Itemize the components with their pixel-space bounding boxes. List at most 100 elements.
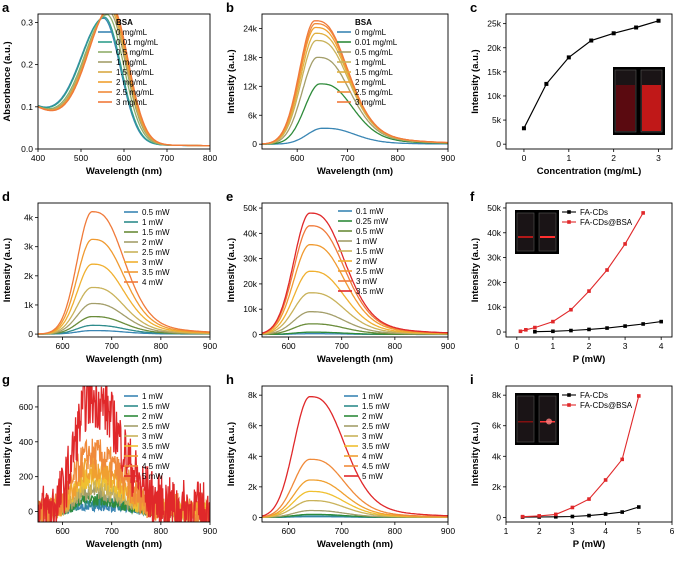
data-point (605, 326, 609, 330)
axes-frame (261, 385, 449, 523)
legend-entry: 3 mW (142, 432, 163, 441)
x-tick-label: 6 (670, 526, 675, 536)
y-tick-label: 6k (492, 421, 502, 431)
legend-entry: 2 mW (142, 238, 163, 247)
legend-entry: 0.5 mW (356, 227, 384, 236)
x-tick-label: 3 (656, 153, 661, 163)
data-point (566, 55, 571, 60)
y-tick-label: 200 (19, 472, 33, 482)
series-line-0-mg-ml (262, 127, 448, 145)
legend-marker (567, 393, 571, 397)
legend-entry: 0 mg/mL (355, 28, 387, 37)
panel-label-e: e (226, 189, 233, 204)
y-tick-label: 15k (487, 67, 501, 77)
axes-frame (261, 13, 449, 150)
x-tick-label: 700 (335, 526, 349, 536)
axes-frame (37, 385, 211, 523)
x-axis-label: Wavelength (nm) (317, 354, 393, 365)
x-axis-label: Wavelength (nm) (86, 539, 162, 550)
legend-entry: 3.5 mW (142, 442, 170, 451)
x-axis-label: Wavelength (nm) (317, 539, 393, 550)
series-line-2-mw (262, 270, 448, 335)
legend-entry: 1 mW (356, 237, 377, 246)
legend-entry: 3.5 mW (362, 442, 390, 451)
legend-entry: 2.5 mg/mL (355, 88, 393, 97)
x-tick-label: 800 (154, 526, 168, 536)
laser-spot (546, 418, 552, 425)
x-axis-label: Wavelength (nm) (317, 166, 393, 177)
y-tick-label: 3k (24, 242, 34, 252)
x-tick-label: 700 (335, 341, 349, 351)
legend-entry: 1.5 mg/mL (116, 68, 154, 77)
legend-entry: FA-CDs@BSA (580, 218, 633, 227)
panel-label-d: d (2, 189, 10, 204)
x-tick-label: 700 (160, 153, 174, 163)
y-tick-label: 40k (243, 228, 257, 238)
y-tick-label: 8k (248, 390, 258, 400)
legend-entry: 3 mW (362, 432, 383, 441)
y-tick-label: 24k (243, 23, 257, 33)
x-tick-label: 600 (281, 341, 295, 351)
data-point (605, 268, 609, 272)
data-point (569, 307, 573, 312)
x-axis-label: P (mW) (573, 539, 606, 550)
data-point (544, 81, 549, 86)
y-axis-label: Intensity (a.u.) (226, 238, 237, 302)
laser-beam (540, 236, 555, 238)
panel-i: i 1 2 3 4 5 6 0 2k 4k 6k 8k P (mW) Intensity (a.u.) FA… (470, 372, 675, 550)
cuvette (516, 212, 535, 252)
legend-entry: 3 mg/mL (116, 98, 148, 107)
data-point (620, 510, 624, 514)
y-tick-label: 30k (487, 253, 501, 263)
plot-area (520, 394, 641, 519)
series-line-5-mw (262, 396, 448, 517)
series-line-fa-cds-bsa (522, 395, 640, 518)
legend-entry: FA-CDs (580, 391, 608, 400)
series-line-3-mg-ml (38, 14, 210, 147)
y-tick-label: 20k (487, 43, 501, 53)
legend-entry: 1.5 mW (362, 402, 390, 411)
legend-entry: 2.5 mg/mL (116, 88, 154, 97)
series-line-3-5-mw (262, 490, 448, 518)
y-tick-label: 6k (248, 110, 258, 120)
series-line-4-mw (38, 211, 210, 335)
x-tick-label: 600 (55, 526, 69, 536)
x-tick-label: 800 (388, 526, 402, 536)
legend-entry: 3.5 mW (356, 287, 384, 296)
y-tick-label: 0.3 (21, 17, 33, 27)
axes-frame (261, 202, 449, 338)
legend-marker (567, 210, 571, 214)
data-point (537, 514, 541, 518)
y-tick-label: 4k (24, 213, 34, 223)
cuvette (516, 395, 535, 443)
cuvette-glow (616, 85, 635, 131)
legend-entry: 0.5 mW (142, 208, 170, 217)
y-tick-label: 2k (492, 482, 502, 492)
data-point (587, 327, 591, 332)
y-tick-label: 6k (248, 421, 258, 431)
plot-area (262, 396, 448, 519)
x-tick-label: 800 (203, 153, 217, 163)
legend-entry: 0.1 mW (356, 207, 384, 216)
cuvette-glow (642, 85, 661, 131)
plot-area (262, 20, 448, 145)
y-tick-label: 0 (496, 512, 501, 522)
panel-b: b 600 700 800 900 0 6k 12k 18k 24k Wavelength (nm)… (226, 0, 455, 177)
data-point (520, 514, 525, 519)
y-tick-label: 18k (243, 52, 257, 62)
x-tick-label: 1 (504, 526, 509, 536)
legend-entry: 4.5 mW (142, 462, 170, 471)
legend-entry: 2 mg/mL (116, 78, 148, 87)
y-tick-label: 4k (492, 451, 502, 461)
data-point (603, 478, 608, 482)
y-tick-label: 0.1 (21, 102, 33, 112)
panel-e: e 600 700 800 900 0 10k 20k 30k 40k 50k Wavelength … (226, 189, 455, 365)
legend-entry: 4 mW (142, 278, 163, 287)
y-tick-label: 10k (243, 304, 257, 314)
x-tick-label: 700 (105, 341, 119, 351)
data-point (587, 513, 591, 518)
y-tick-label: 0 (28, 329, 33, 339)
panel-c: c 0 1 2 3 0 5k 10k 15k 20k 25k Concentration (mg/mL… (470, 0, 673, 177)
legend-entry: 0.01 mg/mL (355, 38, 398, 47)
